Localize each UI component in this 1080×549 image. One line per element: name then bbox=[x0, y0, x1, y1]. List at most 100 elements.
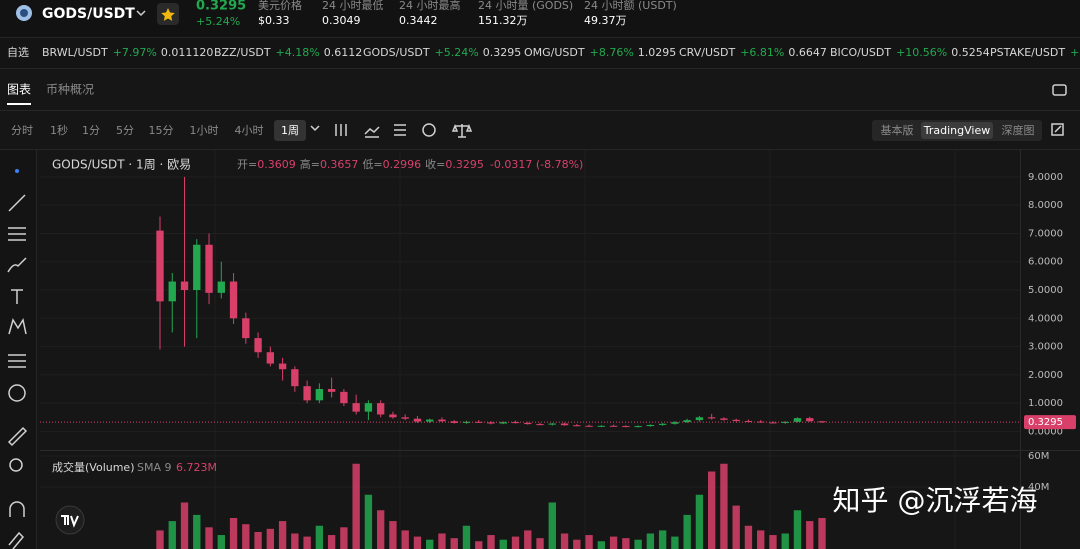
tab-indicator bbox=[7, 103, 31, 105]
ticker-item[interactable]: CRV/USDT +6.81% 0.6647 bbox=[679, 46, 827, 59]
legend-value: 0.3295 bbox=[445, 158, 484, 171]
candle-body bbox=[303, 386, 311, 401]
volume-bar bbox=[536, 538, 544, 549]
interval-option[interactable]: 1秒 bbox=[50, 123, 68, 137]
volume-bar bbox=[254, 531, 262, 549]
stat-label: 24 小时最高 bbox=[399, 0, 461, 12]
ticker-list: BRWL/USDT +7.97% 0.011120 BZZ/USDT +4.18% 0.6… bbox=[42, 46, 1080, 59]
volume-bar bbox=[658, 530, 667, 549]
volume-bar bbox=[707, 471, 716, 549]
ticker-item[interactable]: BICO/USDT +10.56% 0.5254 bbox=[830, 46, 990, 59]
candle-body bbox=[499, 422, 507, 424]
brush-tool[interactable] bbox=[7, 257, 27, 273]
gear-icon[interactable] bbox=[422, 123, 436, 137]
volume-bar bbox=[548, 502, 556, 549]
volume-bar bbox=[376, 510, 385, 549]
y-tick-label: 4.0000 bbox=[1028, 313, 1063, 324]
lock-tool[interactable] bbox=[8, 531, 25, 549]
volume-bar bbox=[205, 527, 213, 549]
candle-body bbox=[671, 422, 679, 424]
volume-bar bbox=[769, 535, 777, 549]
y-tick-label: 1.0000 bbox=[1028, 398, 1063, 409]
interval-option[interactable]: 15分 bbox=[149, 124, 174, 137]
emoji-tool[interactable] bbox=[8, 384, 26, 402]
ticker-change: +10.56% bbox=[896, 46, 947, 59]
legend-label: 低= bbox=[362, 158, 382, 171]
candle-body bbox=[266, 352, 275, 364]
candle-body bbox=[254, 338, 262, 353]
ticker-change: +6.81% bbox=[740, 46, 784, 59]
trendline-tool[interactable] bbox=[8, 194, 26, 212]
volume-bar bbox=[695, 494, 704, 549]
settings-list-icon[interactable] bbox=[394, 124, 406, 136]
candle-body bbox=[683, 420, 691, 423]
fullscreen-button[interactable] bbox=[1051, 123, 1064, 136]
interval-option[interactable]: 分时 bbox=[11, 124, 33, 137]
tab[interactable]: 图表 bbox=[7, 83, 31, 97]
drawing-tools bbox=[7, 169, 28, 549]
interval-option[interactable]: 4小时 bbox=[235, 124, 264, 137]
last-price-label: 0.3295 bbox=[1028, 417, 1063, 428]
pattern-tool[interactable] bbox=[8, 318, 27, 335]
header-bar bbox=[0, 0, 1080, 37]
prediction-tool[interactable] bbox=[8, 354, 26, 368]
ticker-item[interactable]: PSTAKE/USDT +9. bbox=[990, 46, 1080, 59]
interval-option[interactable]: 5分 bbox=[116, 124, 134, 137]
ticker-label[interactable]: 自选 bbox=[7, 46, 29, 59]
candle-body bbox=[180, 281, 189, 291]
coin-logo-inner bbox=[20, 9, 28, 17]
candle-body bbox=[548, 423, 556, 425]
y-tick-label: 8.0000 bbox=[1028, 200, 1063, 211]
candle-body bbox=[744, 420, 753, 422]
candle-body bbox=[376, 403, 385, 415]
ticker-item[interactable]: GODS/USDT +5.24% 0.3295 bbox=[363, 46, 521, 59]
fib-tool[interactable] bbox=[8, 227, 26, 241]
pair-title[interactable]: GODS/USDT bbox=[42, 6, 135, 22]
candle-body bbox=[168, 281, 176, 302]
candle-body bbox=[585, 425, 593, 427]
stat-value: $0.33 bbox=[258, 14, 290, 27]
volume-bar bbox=[156, 530, 164, 549]
candle-body bbox=[646, 424, 655, 427]
text-tool[interactable] bbox=[11, 289, 23, 304]
view-option[interactable]: 基本版 bbox=[881, 123, 914, 137]
ticker-item[interactable]: OMG/USDT +8.76% 1.0295 bbox=[524, 46, 676, 59]
magnet-tool[interactable] bbox=[9, 501, 25, 517]
tab[interactable]: 币种概况 bbox=[46, 83, 94, 97]
interval-dropdown[interactable] bbox=[310, 125, 320, 132]
candle-type-icon[interactable] bbox=[335, 124, 347, 136]
volume-bar bbox=[389, 521, 397, 549]
candle-body bbox=[511, 422, 520, 424]
volume-bar bbox=[793, 510, 802, 549]
ticker-item[interactable]: BZZ/USDT +4.18% 0.6112 bbox=[214, 46, 362, 59]
y-tick-label: 5.0000 bbox=[1028, 285, 1063, 296]
interval-option[interactable]: 1小时 bbox=[190, 124, 219, 137]
window-button[interactable] bbox=[1052, 84, 1067, 96]
view-option[interactable]: TradingView bbox=[923, 124, 990, 137]
volume-tick-label: 60M bbox=[1028, 451, 1049, 462]
interval-option[interactable]: 1周 bbox=[281, 124, 299, 137]
volume-bar bbox=[646, 533, 655, 549]
ruler-tool[interactable] bbox=[7, 426, 28, 447]
view-active bbox=[921, 122, 993, 139]
interval-option[interactable]: 1分 bbox=[82, 124, 100, 137]
volume-bar bbox=[818, 518, 826, 549]
balance-icon[interactable] bbox=[451, 123, 473, 138]
volume-bar bbox=[450, 538, 458, 549]
view-option[interactable]: 深度图 bbox=[1002, 123, 1035, 137]
volume-bar bbox=[720, 463, 728, 549]
indicator-icon[interactable] bbox=[364, 126, 380, 138]
ticker-item[interactable]: BRWL/USDT +7.97% 0.011120 bbox=[42, 46, 213, 59]
volume-bar bbox=[217, 535, 225, 549]
zoom-tool[interactable] bbox=[9, 458, 23, 472]
stats: 美元价格 $0.33 24 小时最低 0.3049 24 小时最高 0.3442 24 小时… bbox=[258, 0, 677, 27]
volume-tick-label: 40M bbox=[1028, 482, 1049, 493]
cursor-tool[interactable] bbox=[15, 169, 19, 173]
volume-bar bbox=[744, 525, 753, 549]
volume-bar bbox=[242, 524, 250, 549]
candle-body bbox=[560, 423, 569, 426]
candle-body bbox=[732, 419, 740, 421]
legend-change: -0.0317 (-8.78%) bbox=[490, 158, 583, 171]
pair-dropdown[interactable] bbox=[136, 10, 146, 17]
volume-bar bbox=[193, 514, 201, 549]
